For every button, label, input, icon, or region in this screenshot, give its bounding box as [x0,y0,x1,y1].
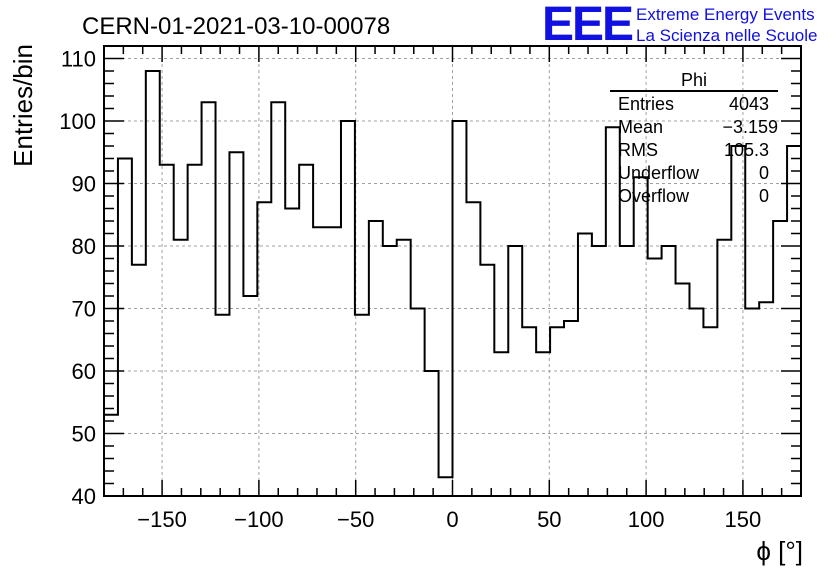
histogram-outline [104,70,801,479]
x-tick-label: −50 [337,507,374,532]
x-axis-title: ϕ [°] [756,536,803,566]
axis-ticks [103,45,802,497]
y-tick-label: 110 [61,47,96,72]
x-tick-label: −150 [137,507,187,532]
stats-box: Phi Entries 4043 Mean −3.159 RMS 105.3 U… [610,70,778,206]
eee-logo: EEE Extreme Energy Events La Scienza nel… [542,0,817,51]
stats-overflow-label: Overflow [618,186,690,206]
logo-line-1: Extreme Energy Events [636,5,815,24]
x-tick-label: 0 [446,507,458,532]
stats-underflow-label: Underflow [618,163,700,183]
stats-rms-label: RMS [618,140,658,160]
y-tick-labels: 40 50 60 70 80 90 100 110 [59,47,96,510]
y-tick-label: 40 [72,484,96,509]
stats-mean-value: −3.159 [722,117,778,137]
stats-overflow-value: 0 [759,186,769,206]
y-tick-label: 90 [72,172,96,197]
x-tick-label: 150 [725,507,762,532]
stats-entries-value: 4043 [729,94,769,114]
y-tick-label: 50 [72,422,96,447]
y-tick-label: 100 [59,109,96,134]
y-tick-label: 60 [72,359,96,384]
stats-title: Phi [681,70,707,90]
y-tick-label: 70 [72,297,96,322]
x-tick-label: 50 [537,507,561,532]
y-tick-label: 80 [72,234,96,259]
stats-underflow-value: 0 [759,163,769,183]
stats-mean-label: Mean [618,117,663,137]
logo-mark: EEE [542,0,633,51]
x-tick-label: 100 [628,507,665,532]
logo-line-2: La Scienza nelle Scuole [636,26,817,45]
x-tick-label: −100 [234,507,284,532]
x-tick-labels: −150 −100 −50 0 50 100 150 [137,507,761,532]
y-axis-title: Entries/bin [8,44,38,167]
stats-rms-value: 105.3 [724,140,769,160]
stats-entries-label: Entries [618,94,674,114]
chart-title: CERN-01-2021-03-10-00078 [82,13,390,40]
